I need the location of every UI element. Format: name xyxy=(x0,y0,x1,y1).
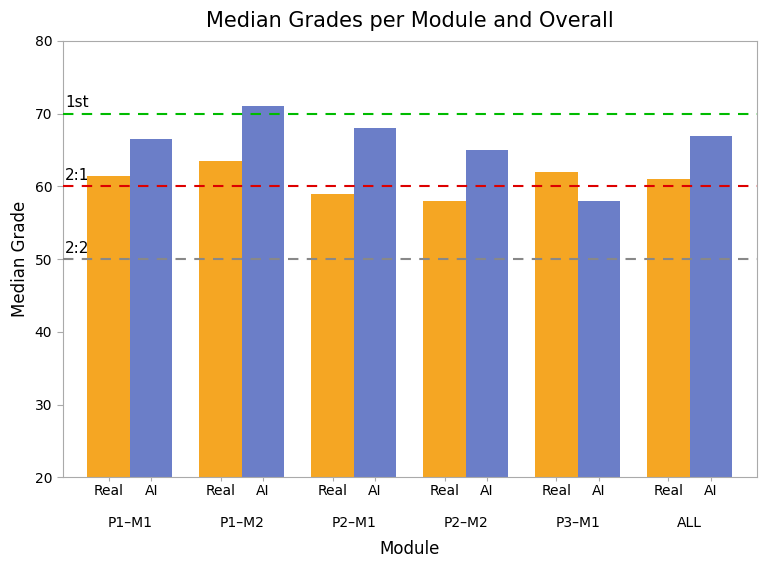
Y-axis label: Median Grade: Median Grade xyxy=(11,201,29,318)
Text: P1–M1: P1–M1 xyxy=(108,516,152,530)
Bar xyxy=(354,128,396,477)
Text: 1st: 1st xyxy=(65,95,88,110)
Bar xyxy=(578,201,621,477)
Bar xyxy=(311,193,354,477)
Bar xyxy=(423,201,465,477)
Bar xyxy=(535,172,578,477)
Text: P2–M2: P2–M2 xyxy=(443,516,488,530)
Text: P3–M1: P3–M1 xyxy=(555,516,600,530)
Bar xyxy=(242,106,284,477)
Title: Median Grades per Module and Overall: Median Grades per Module and Overall xyxy=(206,11,614,31)
Bar xyxy=(647,179,690,477)
X-axis label: Module: Module xyxy=(379,540,440,558)
Text: P1–M2: P1–M2 xyxy=(220,516,264,530)
Text: ALL: ALL xyxy=(677,516,702,530)
Bar xyxy=(465,150,508,477)
Bar xyxy=(690,135,732,477)
Bar xyxy=(200,161,242,477)
Text: 2:1: 2:1 xyxy=(65,168,89,183)
Bar xyxy=(88,175,130,477)
Bar xyxy=(130,139,173,477)
Text: P2–M1: P2–M1 xyxy=(331,516,376,530)
Text: 2:2: 2:2 xyxy=(65,241,89,255)
